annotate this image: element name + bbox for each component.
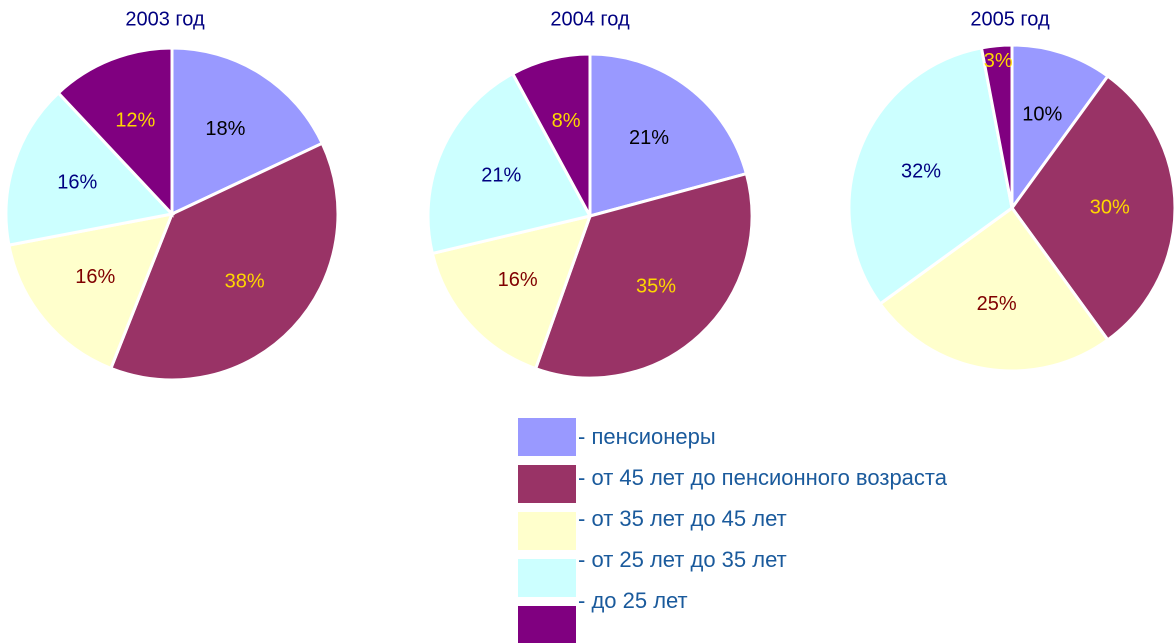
data-label: 38% <box>225 270 265 292</box>
data-label: 30% <box>1090 196 1130 218</box>
legend-label: - пенсионеры <box>578 424 716 449</box>
legend-swatch <box>518 418 576 456</box>
data-label: 32% <box>901 160 941 182</box>
legend-swatch <box>518 606 576 643</box>
data-label: 25% <box>977 293 1017 315</box>
data-label: 12% <box>115 110 155 132</box>
data-label: 16% <box>498 269 538 291</box>
data-label: 35% <box>636 276 676 298</box>
pie-slice <box>426 71 593 256</box>
legend-swatch <box>518 465 576 503</box>
pie-slice <box>170 46 325 217</box>
data-label: 10% <box>1022 103 1062 125</box>
data-label: 16% <box>75 266 115 288</box>
data-label: 21% <box>629 127 669 149</box>
pie-slice <box>1010 43 1110 213</box>
chart-title: 2004 год <box>550 8 630 30</box>
chart-title: 2005 год <box>970 8 1050 30</box>
data-label: 16% <box>57 172 97 194</box>
data-label: 21% <box>481 165 521 187</box>
pie-slice <box>4 90 175 247</box>
pie-slice <box>533 171 754 380</box>
chart-title: 2003 год <box>125 8 205 30</box>
pie-slice <box>56 46 174 218</box>
data-label: 18% <box>205 118 245 140</box>
pie-slice <box>510 52 592 217</box>
legend-swatch <box>518 512 576 550</box>
pie-slice <box>1010 74 1176 342</box>
legend-label: - до 25 лет <box>578 588 688 613</box>
data-label: 3% <box>984 50 1013 72</box>
pie-slice <box>7 212 175 371</box>
pie-slice <box>588 52 749 218</box>
pie-slice <box>878 205 1110 373</box>
data-label: 8% <box>552 110 581 132</box>
legend-swatch <box>518 559 576 597</box>
pie-slice <box>979 43 1014 209</box>
pie-slice <box>430 213 593 371</box>
pie-slice <box>847 46 1014 306</box>
legend-label: - от 45 лет до пенсионного возраста <box>578 465 948 490</box>
pie-slice <box>108 141 340 382</box>
legend-label: - от 25 лет до 35 лет <box>578 547 787 572</box>
legend-label: - от 35 лет до 45 лет <box>578 506 787 531</box>
